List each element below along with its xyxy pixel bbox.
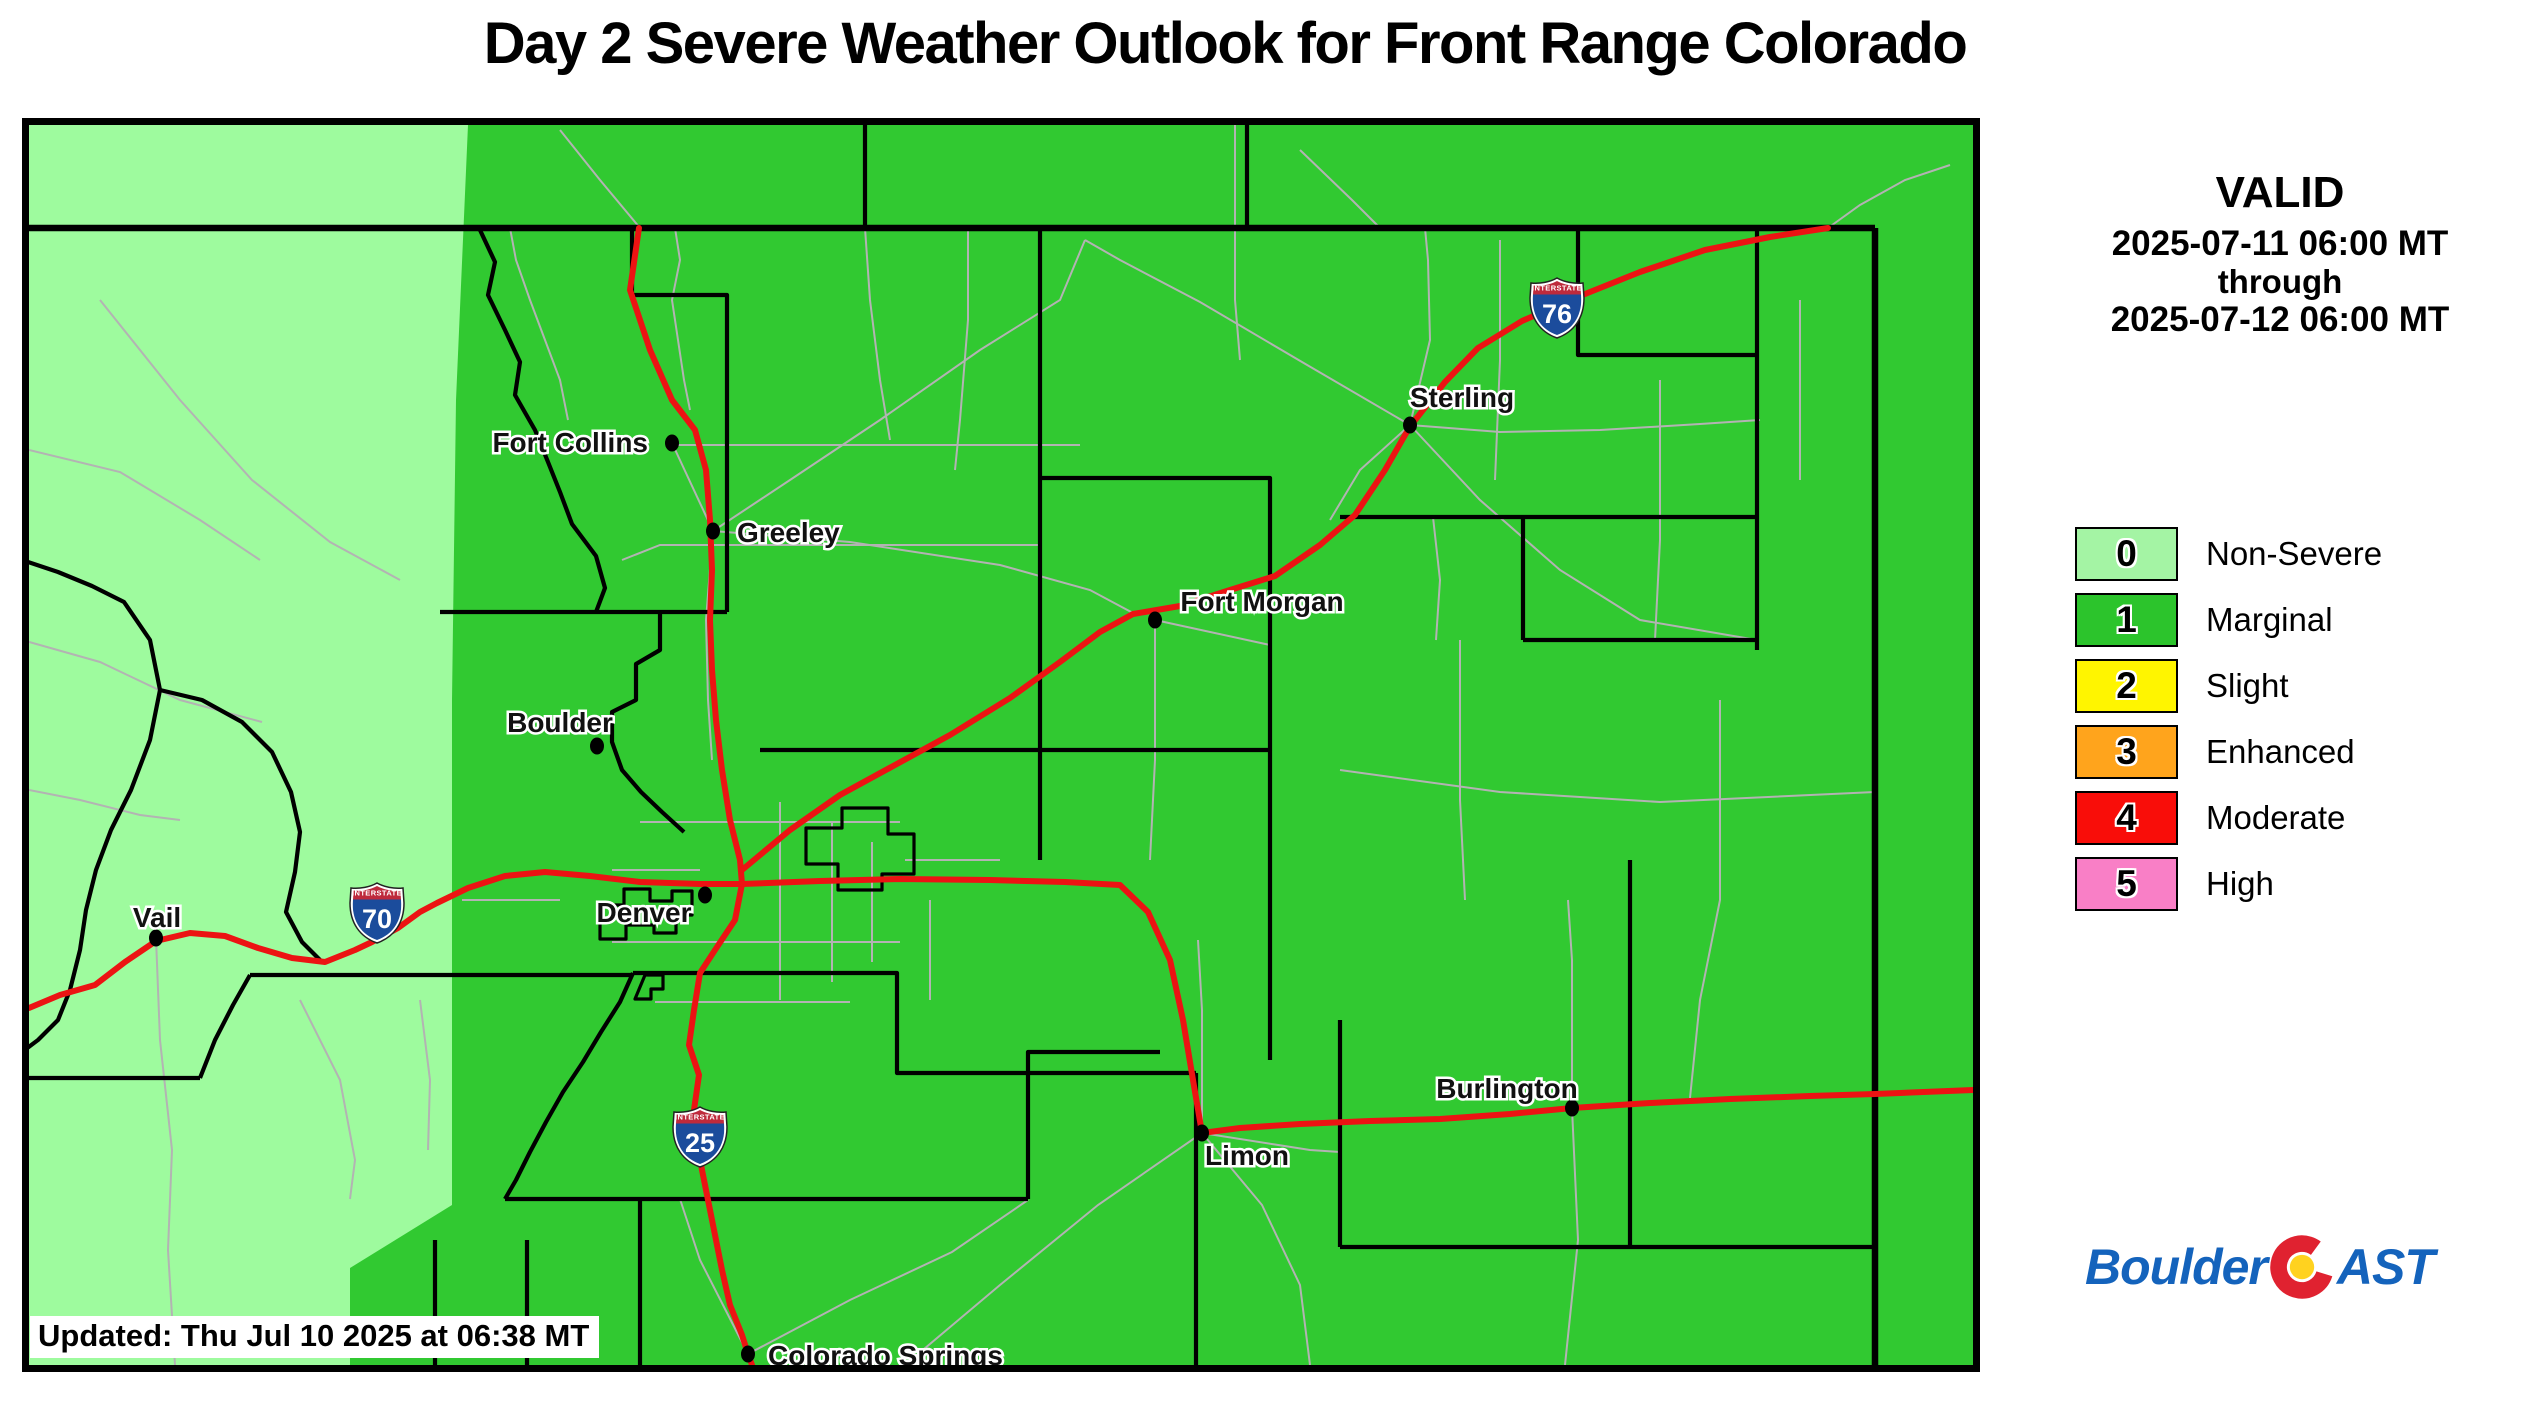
- legend-row-enhanced: 3 Enhanced: [2075, 724, 2382, 779]
- city-label-vail: Vail: [133, 902, 181, 933]
- legend-swatch-1: 1: [2075, 592, 2178, 647]
- valid-start: 2025-07-11 06:00 MT: [2111, 224, 2449, 263]
- valid-heading: VALID: [2215, 168, 2345, 217]
- legend-label-3: Enhanced: [2206, 732, 2355, 770]
- valid-end: 2025-07-12 06:00 MT: [2110, 300, 2450, 339]
- updated-timestamp: Updated: Thu Jul 10 2025 at 06:38 MT: [30, 1316, 600, 1358]
- legend-swatch-4: 4: [2075, 790, 2178, 845]
- shield-caption: INTERSTATE: [352, 889, 402, 898]
- legend-row-non-severe: 0 Non-Severe: [2075, 526, 2382, 581]
- city-label-boulder: Boulder: [507, 707, 613, 738]
- legend-row-high: 5 High: [2075, 856, 2382, 911]
- interstate-25-line: [627, 225, 755, 1365]
- shield-caption: INTERSTATE: [675, 1113, 725, 1122]
- interstate-25-shield: INTERSTATE 25: [672, 1106, 728, 1168]
- shield-route-number: 25: [685, 1128, 715, 1158]
- colorado-c-icon: [2270, 1235, 2334, 1299]
- city-dot-denver: [698, 886, 712, 904]
- non-severe-risk-area: [29, 125, 468, 1365]
- legend-row-slight: 2 Slight: [2075, 658, 2382, 713]
- shield-route-number: 70: [362, 904, 392, 934]
- city-label-fort-morgan: Fort Morgan: [1180, 586, 1343, 617]
- city-dot-colorado-springs: [741, 1345, 755, 1363]
- city-dot-burlington: [1565, 1099, 1579, 1117]
- valid-connector: through: [2217, 263, 2343, 300]
- city-dots: [149, 416, 1579, 1363]
- legend-label-1: Marginal: [2206, 600, 2333, 638]
- city-dot-vail: [149, 929, 163, 947]
- legend-label-4: Moderate: [2206, 798, 2346, 836]
- legend-swatch-0: 0: [2075, 526, 2178, 581]
- state-borders: [29, 224, 1879, 1365]
- valid-period-block: VALID 2025-07-11 06:00 MT through 2025-0…: [2030, 168, 2530, 340]
- interstate-70-east-line: [739, 876, 1973, 1136]
- shield-caption: INTERSTATE: [1532, 284, 1582, 293]
- city-dot-fort-morgan: [1148, 611, 1162, 629]
- city-dot-greeley: [706, 522, 720, 540]
- colorado-outlook-map: Fort Collins Greeley Sterling Fort Morga…: [22, 118, 1980, 1372]
- bouldercast-logo: Boulder AST: [2085, 1228, 2435, 1306]
- legend-row-moderate: 4 Moderate: [2075, 790, 2382, 845]
- city-dot-limon: [1195, 1124, 1209, 1142]
- shield-route-number: 76: [1542, 299, 1572, 329]
- city-dot-sterling: [1403, 416, 1417, 434]
- city-dot-fort-collins: [665, 434, 679, 452]
- city-labels: Fort Collins Greeley Sterling Fort Morga…: [130, 380, 1580, 1366]
- city-label-denver: Denver: [597, 897, 692, 928]
- legend-swatch-2: 2: [2075, 658, 2178, 713]
- metro-boundaries: [598, 806, 916, 1001]
- city-label-fort-collins: Fort Collins: [492, 427, 648, 458]
- city-label-greeley: Greeley: [737, 517, 840, 548]
- county-boundaries: [29, 125, 1875, 1365]
- legend-label-0: Non-Severe: [2206, 534, 2383, 572]
- road-network: [29, 125, 1951, 1365]
- city-label-colorado-springs: Colorado Springs: [768, 1340, 1003, 1365]
- legend-row-marginal: 1 Marginal: [2075, 592, 2382, 647]
- legend-label-5: High: [2206, 864, 2274, 902]
- logo-text-prefix: Boulder: [2085, 1239, 2268, 1295]
- city-dot-boulder: [590, 737, 604, 755]
- legend-swatch-3: 3: [2075, 724, 2178, 779]
- risk-legend: 0 Non-Severe 1 Marginal 2 Slight 3 Enhan…: [2075, 526, 2382, 922]
- map-canvas: Fort Collins Greeley Sterling Fort Morga…: [29, 125, 1973, 1365]
- logo-text-suffix: AST: [2336, 1239, 2435, 1295]
- interstate-70-shield: INTERSTATE 70: [349, 882, 405, 944]
- interstate-70-west-line: [29, 869, 745, 1011]
- city-label-burlington: Burlington: [1436, 1073, 1578, 1104]
- interstate-76-shield: INTERSTATE 76: [1529, 277, 1585, 339]
- legend-label-2: Slight: [2206, 666, 2289, 704]
- city-label-sterling: Sterling: [1410, 382, 1514, 413]
- legend-swatch-5: 5: [2075, 856, 2178, 911]
- city-label-limon: Limon: [1205, 1140, 1289, 1171]
- page-title: Day 2 Severe Weather Outlook for Front R…: [483, 11, 1968, 76]
